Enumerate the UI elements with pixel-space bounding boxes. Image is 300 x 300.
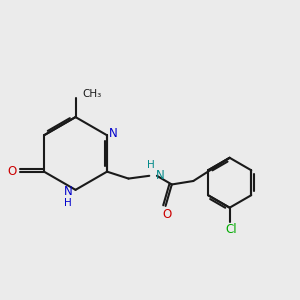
Text: O: O — [8, 165, 17, 178]
Text: N: N — [155, 169, 164, 182]
Text: H: H — [147, 160, 155, 170]
Text: Cl: Cl — [226, 223, 237, 236]
Text: N: N — [64, 185, 72, 198]
Text: O: O — [163, 208, 172, 221]
Text: H: H — [64, 198, 72, 208]
Text: N: N — [109, 127, 118, 140]
Text: CH₃: CH₃ — [82, 89, 102, 99]
